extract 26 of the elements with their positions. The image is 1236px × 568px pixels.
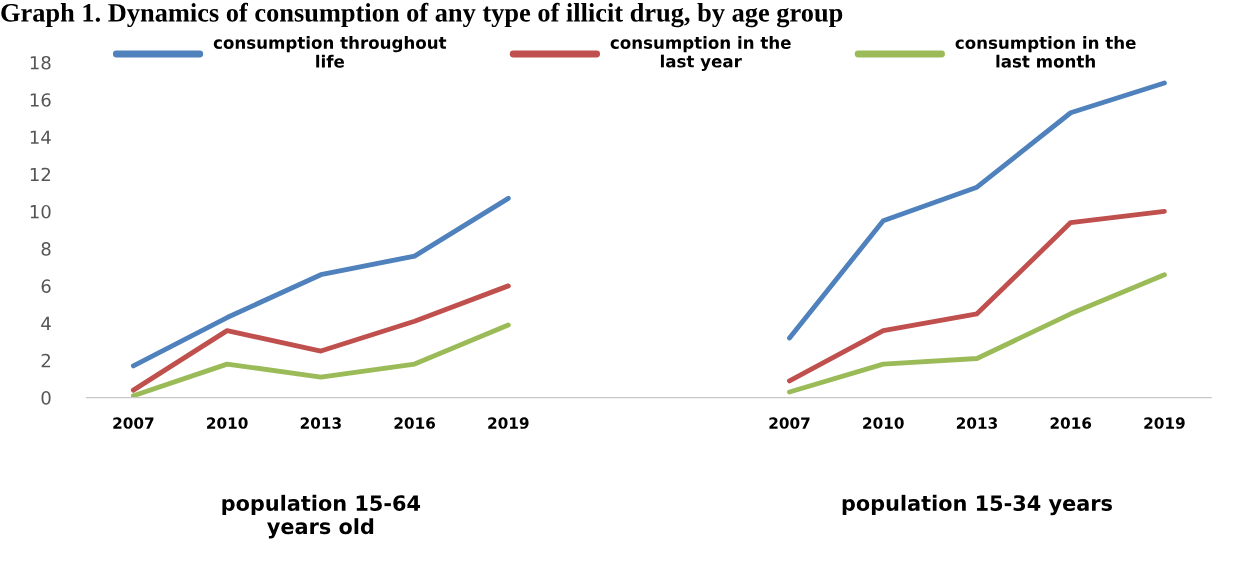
y-tick-label: 8 [41, 242, 51, 256]
text: population 15-34 years [842, 494, 1112, 516]
x-tick-label: 2013 [956, 417, 997, 429]
legend-label: consumption throughout life [213, 36, 447, 68]
y-tick-label: 2 [41, 353, 50, 368]
x-tick-label: 2019 [488, 417, 529, 429]
y-tick-label: 12 [30, 167, 50, 182]
x-tick-label: 2016 [394, 417, 436, 429]
x-tick-label: 2019 [1144, 417, 1185, 429]
y-tick-label: 4 [41, 316, 51, 330]
x-tick-label: 2016 [1050, 417, 1092, 429]
x-tick-label: 2010 [863, 417, 904, 429]
x-tick-label: 2013 [300, 417, 341, 429]
legend-label: consumption in the last month [955, 36, 1136, 68]
x-tick-label: 2010 [207, 417, 248, 429]
legend-label: consumption in the last year [610, 36, 791, 71]
chart-title: Graph 1. Dynamics of consumption of any type of illicit drug, by age group [1, 2, 843, 28]
y-tick-label: 16 [30, 93, 51, 107]
y-tick-label: 14 [30, 130, 51, 144]
y-tick-label: 10 [30, 204, 51, 219]
text: population 15-64 years old [222, 494, 421, 539]
x-tick-label: 2007 [113, 417, 154, 429]
y-tick-label: 18 [30, 55, 51, 70]
y-tick-label: 6 [41, 279, 51, 294]
x-tick-label: 2007 [769, 417, 810, 429]
y-tick-label: 0 [41, 391, 51, 405]
